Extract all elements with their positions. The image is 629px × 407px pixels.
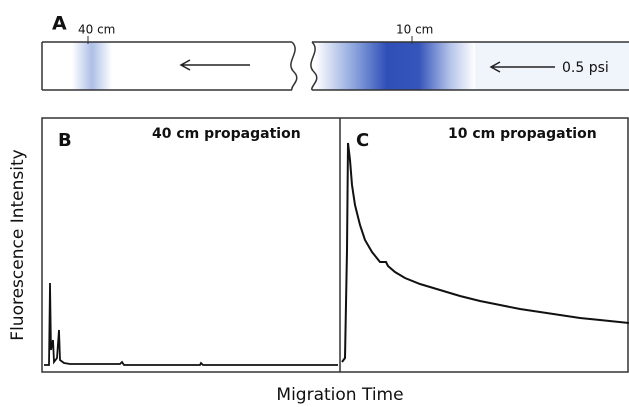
panel-label: A <box>52 13 67 35</box>
panel-title: 10 cm propagation <box>448 126 597 142</box>
tube-wall-right <box>312 41 629 91</box>
break-right <box>310 41 318 91</box>
plot-frame <box>41 117 629 373</box>
tube-fill <box>475 42 629 90</box>
panel-label: C <box>356 130 369 151</box>
dye-band <box>315 42 475 90</box>
dye-band-faint <box>72 42 112 90</box>
trace-c <box>341 142 629 363</box>
panel-label: B <box>58 130 72 151</box>
y-axis-label: Fluorescence Intensity <box>8 149 28 340</box>
trace-b <box>44 282 338 366</box>
marker-label: 10 cm <box>396 23 433 37</box>
break-left <box>290 41 298 91</box>
flow-arrow <box>179 59 250 71</box>
tube-wall-left <box>41 41 292 91</box>
pressure-label: 0.5 psi <box>562 60 609 76</box>
capillary: A 40 cm 10 cm 0.5 psi <box>41 13 629 91</box>
marker-label: 40 cm <box>78 23 115 37</box>
x-axis-label: Migration Time <box>276 385 403 405</box>
flow-arrow <box>489 61 555 73</box>
panel-title: 40 cm propagation <box>152 126 301 142</box>
